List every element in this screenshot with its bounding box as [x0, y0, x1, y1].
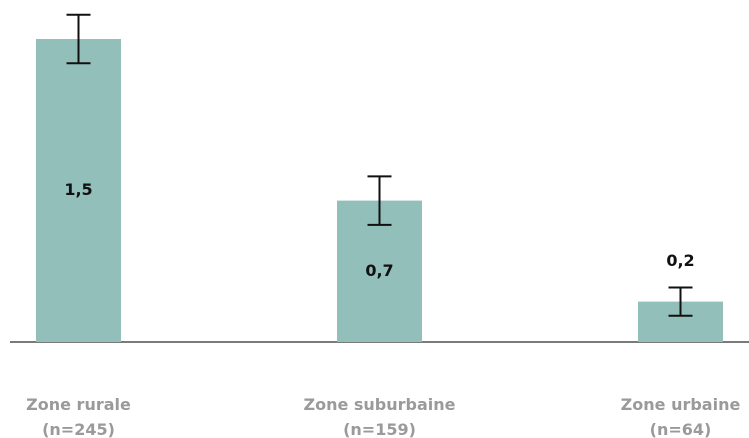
x-tick-label: Zone rurale (n=245): [26, 395, 131, 438]
x-tick-label-line: (n=159): [343, 420, 416, 438]
x-tick-label-line: Zone rurale: [26, 395, 131, 414]
value-label: 1,5: [64, 180, 92, 199]
value-label: 0,2: [666, 251, 694, 270]
x-tick-label-line: Zone urbaine: [621, 395, 741, 414]
x-tick-label: Zone suburbaine (n=159): [303, 395, 455, 438]
x-tick-label-line: Zone suburbaine: [303, 395, 455, 414]
value-label: 0,7: [365, 261, 393, 280]
bar: [36, 39, 121, 342]
x-tick-label: Zone urbaine (n=64): [621, 395, 741, 438]
x-tick-label-line: (n=245): [42, 420, 115, 438]
x-tick-label-line: (n=64): [650, 420, 712, 438]
